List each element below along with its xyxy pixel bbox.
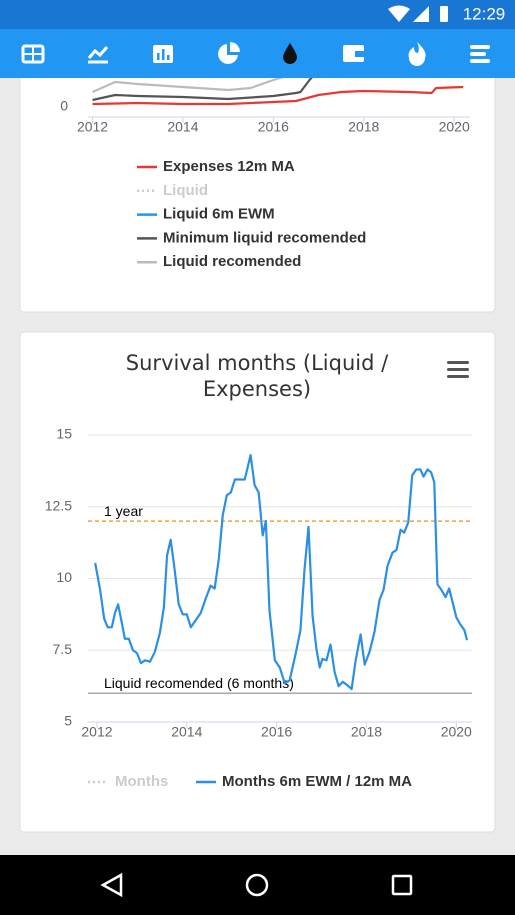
home-button[interactable]	[245, 873, 269, 897]
x-tick-label: 2018	[348, 119, 379, 135]
series-line	[92, 78, 313, 102]
wallet-tab[interactable]	[343, 45, 365, 62]
x-tick-label: 2014	[167, 119, 198, 135]
app-bar	[0, 29, 515, 78]
x-tick-label: 2018	[351, 724, 382, 740]
chart-title: Survival months (Liquid / Expenses)	[125, 351, 389, 401]
wifi-icon	[388, 5, 410, 22]
series-line	[92, 78, 285, 94]
line-tab[interactable]	[87, 46, 109, 64]
y-tick-label: 15	[56, 426, 72, 442]
x-tick-label: 2020	[439, 119, 470, 135]
liquid-tab[interactable]	[283, 43, 297, 64]
menu-bar	[447, 368, 469, 371]
legend-label[interactable]: Liquid 6m EWM	[163, 206, 275, 223]
x-tick-label: 2012	[77, 119, 108, 135]
chart-menu[interactable]	[447, 361, 469, 378]
tab-icons	[21, 42, 490, 66]
recents-button[interactable]	[391, 874, 413, 896]
plot-line-label: Liquid recomended (6 months)	[104, 675, 294, 691]
y-tick-label: 12.5	[45, 497, 72, 513]
clock: 12:29	[463, 4, 506, 23]
pie-tab[interactable]	[218, 42, 240, 64]
x-tick-label: 2020	[441, 724, 472, 740]
y-tick-label: 10	[56, 569, 72, 585]
battery-icon	[440, 6, 448, 22]
bar-tab[interactable]	[153, 45, 173, 63]
card	[19, 331, 496, 833]
legend-label[interactable]: Expenses 12m MA	[163, 158, 295, 175]
series-line	[92, 85, 464, 106]
y-tick-label: 5	[64, 713, 72, 729]
legend-label[interactable]: Months 6m EWM / 12m MA	[222, 773, 412, 790]
y-tick-label: 0	[60, 98, 68, 114]
survival-chart: 5 7.5 10 12.5 15 2012 2014 2016 2018 2020 1 year Li…	[45, 426, 472, 790]
menu-bar	[447, 361, 469, 364]
plot-line-label: 1 year	[104, 503, 143, 519]
menu-tab[interactable]	[470, 45, 490, 63]
x-tick-label: 2016	[261, 724, 292, 740]
series-line	[94, 453, 469, 691]
title-wrap: Survival months (Liquid / Expenses)	[125, 351, 389, 401]
x-tick-label: 2014	[171, 724, 202, 740]
legend-label[interactable]: Months	[115, 773, 168, 790]
back-button[interactable]	[100, 872, 123, 898]
menu-bar	[447, 375, 469, 378]
legend-label[interactable]: Liquid	[163, 182, 208, 199]
legend-label[interactable]: Minimum liquid recomended	[163, 229, 366, 246]
signal-icon	[413, 6, 429, 22]
y-tick-label: 7.5	[53, 641, 73, 657]
legend-label[interactable]: Liquid recomended	[163, 253, 301, 270]
system-nav	[0, 855, 515, 915]
table-tab[interactable]	[21, 44, 45, 64]
top-chart: 0 2012 2014 2016 2018 2020 Expenses 12m MA Liqu…	[60, 78, 470, 270]
x-tick-label: 2016	[258, 119, 289, 135]
fire-tab[interactable]	[408, 42, 426, 66]
x-tick-label: 2012	[81, 724, 112, 740]
status-bar	[0, 0, 515, 29]
